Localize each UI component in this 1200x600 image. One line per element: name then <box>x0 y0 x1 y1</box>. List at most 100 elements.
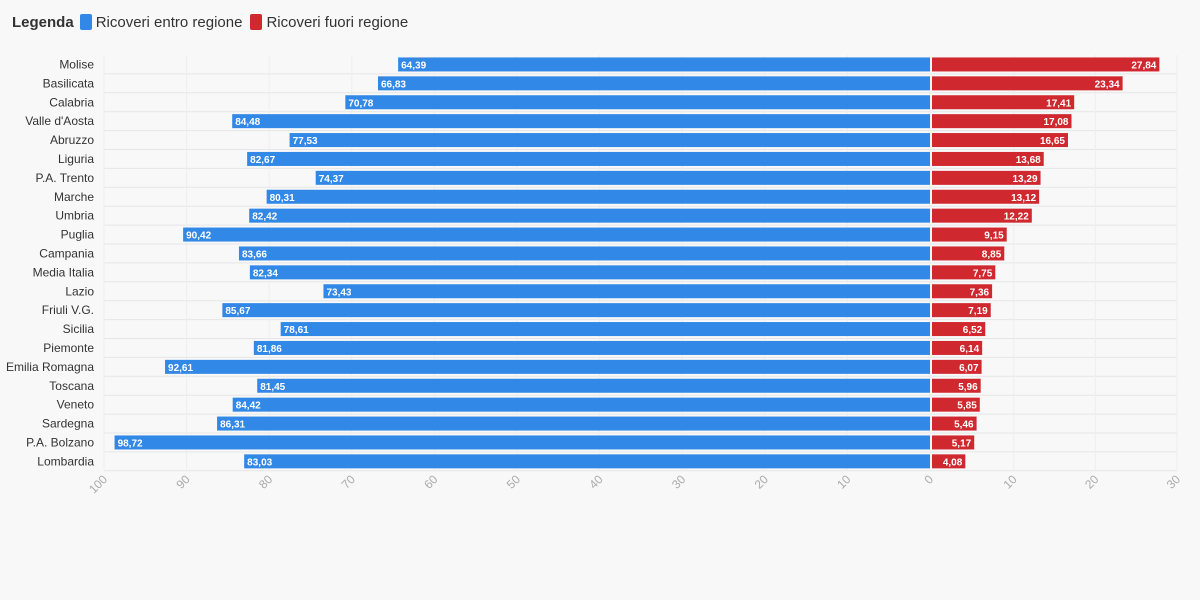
bar-fuori <box>932 114 1072 129</box>
data-label-entro: 70,78 <box>348 98 373 109</box>
bar-entro <box>232 397 930 412</box>
bar-fuori <box>932 454 966 469</box>
bar-entro <box>398 57 930 72</box>
bar-fuori <box>932 170 1041 185</box>
category-label: Marche <box>54 190 94 204</box>
bar-entro <box>238 246 931 261</box>
data-label-fuori: 6,52 <box>963 325 983 336</box>
legend-swatch-entro <box>79 14 92 30</box>
data-label-entro: 81,86 <box>257 344 282 355</box>
category-label: Friuli V.G. <box>42 303 94 317</box>
x-tick-label-left: 90 <box>173 472 193 492</box>
bar-entro <box>266 189 930 204</box>
data-label-entro: 84,42 <box>236 401 261 412</box>
bar-entro <box>377 76 930 91</box>
data-label-entro: 82,34 <box>253 268 278 279</box>
legend-label-entro: Ricoveri entro regione <box>95 13 243 31</box>
bar-entro <box>165 359 931 374</box>
bar-entro <box>249 265 931 280</box>
category-label: Liguria <box>58 152 94 166</box>
data-label-entro: 66,83 <box>381 79 406 90</box>
bar-fuori <box>932 57 1160 72</box>
data-label-entro: 85,67 <box>225 306 250 317</box>
x-tick-label-left: 20 <box>752 472 772 492</box>
bar-fuori <box>932 359 982 374</box>
bar-entro <box>315 170 930 185</box>
bar-entro <box>217 416 930 431</box>
category-label: Piemonte <box>43 341 94 355</box>
category-label: Calabria <box>49 95 94 109</box>
legend-item-fuori[interactable]: Ricoveri fuori regione <box>250 14 408 31</box>
data-label-entro: 83,03 <box>247 457 272 468</box>
legend: Legenda Ricoveri entro regione Ricoveri … <box>12 12 416 32</box>
bar-entro <box>222 303 931 318</box>
bar-fuori <box>932 208 1032 223</box>
bar-fuori <box>932 95 1075 110</box>
data-label-fuori: 7,75 <box>973 268 993 279</box>
data-label-entro: 73,43 <box>326 287 351 298</box>
bar-fuori <box>932 284 993 299</box>
data-label-entro: 90,42 <box>186 231 211 242</box>
data-label-fuori: 6,07 <box>959 363 979 374</box>
data-label-entro: 74,37 <box>319 174 344 185</box>
data-label-entro: 92,61 <box>168 363 193 374</box>
bar-fuori <box>932 303 991 318</box>
x-tick-label-right: 30 <box>1164 472 1184 492</box>
category-label: Lombardia <box>37 454 94 468</box>
data-label-entro: 84,48 <box>235 117 260 128</box>
data-label-entro: 86,31 <box>220 420 245 431</box>
bar-entro <box>114 435 930 450</box>
bar-fuori <box>932 340 983 355</box>
x-tick-label-left: 70 <box>339 472 359 492</box>
data-label-entro: 82,67 <box>250 155 275 166</box>
x-tick-label-left: 60 <box>421 472 441 492</box>
data-label-fuori: 7,36 <box>970 287 990 298</box>
legend-title: Legenda <box>12 13 74 31</box>
data-label-fuori: 4,08 <box>943 457 963 468</box>
bar-entro <box>232 114 931 129</box>
category-label: Veneto <box>57 398 95 412</box>
bar-fuori <box>932 435 975 450</box>
x-tick-label-left: 10 <box>834 472 854 492</box>
bar-fuori <box>932 151 1044 166</box>
bar-entro <box>249 208 930 223</box>
bar-fuori <box>932 76 1123 91</box>
data-label-fuori: 13,12 <box>1011 193 1036 204</box>
bar-fuori <box>932 378 981 393</box>
x-tick-label-left: 80 <box>256 472 276 492</box>
bar-entro <box>323 284 930 299</box>
data-label-fuori: 13,68 <box>1016 155 1041 166</box>
data-label-entro: 80,31 <box>270 193 295 204</box>
legend-item-entro[interactable]: Ricoveri entro regione <box>79 13 243 31</box>
category-label: Molise <box>59 57 94 71</box>
data-label-fuori: 5,85 <box>957 401 977 412</box>
bar-entro <box>289 133 931 148</box>
x-tick-label-left: 30 <box>669 472 689 492</box>
bar-fuori <box>932 246 1005 261</box>
category-label: Media Italia <box>33 265 95 279</box>
category-label: Lazio <box>65 284 94 298</box>
x-tick-label-left: 50 <box>504 472 524 492</box>
category-label: Sicilia <box>63 322 95 336</box>
data-label-fuori: 12,22 <box>1004 212 1029 223</box>
bar-fuori <box>932 133 1068 148</box>
data-label-entro: 78,61 <box>284 325 309 336</box>
data-label-entro: 83,66 <box>242 249 267 260</box>
category-label: Sardegna <box>42 417 94 431</box>
data-label-entro: 98,72 <box>118 438 143 449</box>
bar-fuori <box>932 397 980 412</box>
category-label: Umbria <box>55 209 94 223</box>
category-label: Puglia <box>61 228 95 242</box>
bar-fuori <box>932 189 1040 204</box>
category-label: Valle d'Aosta <box>25 114 94 128</box>
category-label: Basilicata <box>43 76 95 90</box>
bar-fuori <box>932 265 996 280</box>
data-label-entro: 77,53 <box>293 136 318 147</box>
data-label-fuori: 13,29 <box>1013 174 1038 185</box>
category-label: Abruzzo <box>50 133 94 147</box>
data-label-fuori: 23,34 <box>1095 79 1120 90</box>
data-label-fuori: 5,46 <box>954 420 974 431</box>
bar-entro <box>257 378 930 393</box>
data-label-fuori: 7,19 <box>968 306 988 317</box>
